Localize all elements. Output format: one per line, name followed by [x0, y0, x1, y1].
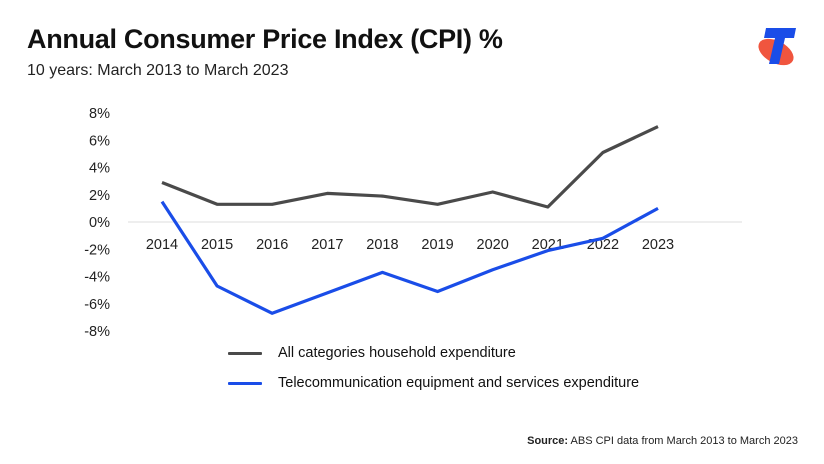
y-tick-label: -4%: [84, 270, 110, 286]
chart-subtitle: 10 years: March 2013 to March 2023: [27, 62, 289, 79]
x-tick-label: 2016: [256, 237, 288, 253]
series-line-telecommunication: [160, 200, 659, 315]
series-line-all-categories: [161, 125, 659, 209]
y-tick-label: 8%: [89, 106, 110, 122]
legend-label: All categories household expenditure: [278, 345, 516, 361]
x-tick-label: 2014: [146, 237, 178, 253]
x-tick-label: 2023: [642, 237, 674, 253]
y-tick-label: 4%: [89, 161, 110, 177]
x-tick-label: 2015: [201, 237, 233, 253]
telstra-logo-icon: [758, 28, 796, 66]
y-tick-label: -8%: [84, 324, 110, 340]
x-tick-label: 2019: [421, 237, 453, 253]
x-tick-label: 2017: [311, 237, 343, 253]
y-tick-label: -6%: [84, 297, 110, 313]
y-axis: 8% 6% 4% 2% 0% -2% -4% -6% -8%: [84, 106, 110, 340]
legend-item-telecommunication: Telecommunication equipment and services…: [228, 368, 639, 398]
legend-swatch-all-categories: [228, 351, 262, 355]
x-tick-label: 2020: [477, 237, 509, 253]
series-lines: [160, 125, 659, 315]
source-label: Source:: [527, 435, 569, 447]
legend-item-all-categories: All categories household expenditure: [228, 338, 639, 368]
logo-t-glyph: [764, 28, 796, 64]
legend: All categories household expenditure Tel…: [228, 338, 639, 398]
x-tick-label: 2018: [366, 237, 398, 253]
y-tick-label: -2%: [84, 242, 110, 258]
legend-label: Telecommunication equipment and services…: [278, 375, 640, 391]
y-tick-label: 0%: [89, 215, 110, 231]
x-axis: 2014 2015 2016 2017 2018 2019 2020 2021 2022 2023: [146, 237, 674, 253]
source-note: Source: ABS CPI data from March 2013 to …: [527, 435, 798, 447]
y-tick-label: 2%: [89, 188, 110, 204]
chart-title: Annual Consumer Price Index (CPI) %: [27, 24, 503, 54]
legend-swatch-telecommunication: [228, 381, 262, 385]
source-text: ABS CPI data from March 2013 to March 20…: [568, 435, 798, 447]
y-tick-label: 6%: [89, 133, 110, 149]
